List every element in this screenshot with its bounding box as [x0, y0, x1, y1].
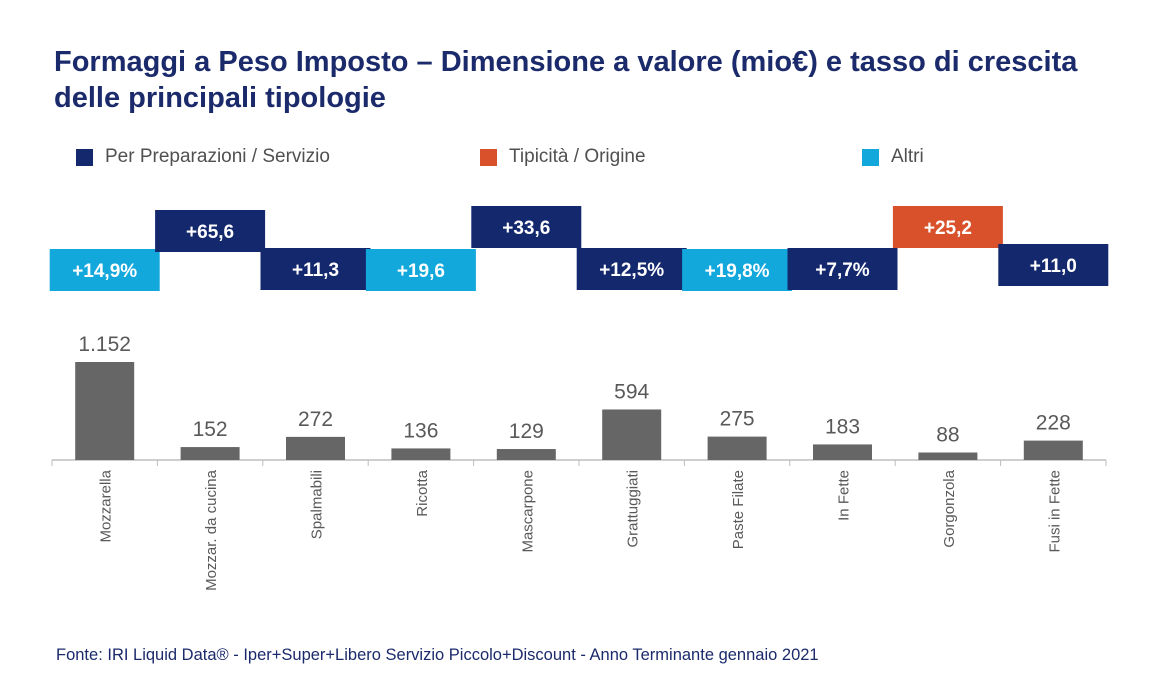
x-tick-label: Mascarpone [519, 470, 536, 553]
chart-title: Formaggi a Peso Imposto – Dimensione a v… [54, 46, 1078, 114]
bar [180, 447, 240, 460]
bar [707, 436, 767, 460]
growth-box [260, 248, 371, 290]
data-label: 228 [1036, 412, 1071, 435]
data-label: 272 [298, 408, 333, 431]
legend-label-preparazioni: Per Preparazioni / Servizio [105, 146, 330, 167]
growth-label: +25,2 [924, 218, 972, 239]
growth-box [892, 206, 1003, 248]
legend-swatch-tipicita [480, 148, 497, 166]
bar [1023, 440, 1083, 460]
growth-label: +11,0 [1030, 256, 1077, 277]
legend-item-altri: Altri [862, 145, 924, 169]
source-footnote: Fonte: IRI Liquid Data® - Iper+Super+Lib… [56, 646, 819, 664]
data-label: 594 [614, 380, 649, 403]
legend-swatch-altri [862, 148, 879, 166]
growth-box [787, 248, 898, 290]
x-tick-label: Mozzar. da cucina [203, 469, 220, 591]
growth-box [155, 210, 266, 252]
legend-label-tipicita: Tipicità / Origine [509, 146, 646, 167]
growth-label: +19,6 [397, 261, 445, 282]
legend-item-preparazioni: Per Preparazioni / Servizio [76, 145, 330, 169]
data-label: 275 [720, 408, 755, 431]
x-tick-label: In Fette [836, 470, 853, 521]
growth-label: +14,9% [72, 261, 137, 282]
data-label: 129 [509, 420, 544, 443]
growth-label: +33,6 [502, 218, 550, 239]
growth-label: +7,7% [815, 260, 870, 281]
data-label: 88 [936, 424, 959, 447]
data-label: 183 [825, 415, 860, 438]
growth-box [49, 249, 160, 291]
bar [286, 436, 345, 460]
growth-box [365, 249, 476, 291]
data-label: 152 [193, 418, 228, 441]
bar [918, 452, 978, 460]
x-tick-label: Gorgonzola [941, 469, 958, 547]
growth-label: +11,3 [292, 260, 339, 281]
growth-box [682, 249, 793, 291]
x-tick-label: Mozzarella [98, 469, 115, 542]
legend-item-tipicita: Tipicità / Origine [480, 145, 646, 169]
data-label: 136 [403, 419, 438, 442]
x-tick-label: Spalmabili [309, 470, 326, 539]
x-tick-label: Fusi in Fette [1046, 470, 1063, 553]
x-tick-label: Ricotta [414, 469, 431, 516]
growth-box [998, 244, 1109, 286]
bar [602, 409, 662, 460]
data-label: 1.152 [78, 333, 131, 356]
growth-label: +65,6 [186, 222, 234, 243]
bar [813, 444, 872, 460]
growth-label: +19,8% [705, 261, 770, 282]
legend-swatch-preparazioni [76, 148, 93, 166]
legend-label-altri: Altri [891, 146, 924, 167]
x-tick-label: Paste Filate [730, 470, 747, 549]
growth-box [471, 206, 582, 248]
bar [75, 362, 135, 460]
x-tick-label: Grattuggiati [625, 470, 642, 548]
bar [496, 449, 556, 460]
growth-label: +12,5% [599, 260, 664, 281]
growth-box [576, 248, 687, 290]
bar [391, 448, 451, 460]
